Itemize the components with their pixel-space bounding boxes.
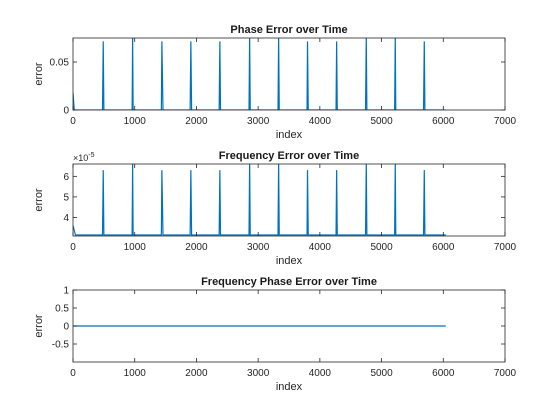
chart-1-group: 0 1000 2000 3000 4000 5000 6000 7000 4 5 6 ×10-5 Fre… [33, 150, 517, 267]
chart-0-xtick-label: 0 [70, 116, 76, 127]
chart-0-title: Phase Error over Time [230, 24, 347, 36]
chart-1-xtick-label: 5000 [370, 242, 393, 253]
chart-0-xtick-label: 5000 [370, 116, 393, 127]
chart-1-plot-area [73, 164, 505, 236]
chart-0-xtick-label: 6000 [432, 116, 455, 127]
chart-2-xtick-label: 0 [70, 368, 76, 379]
chart-0-ylabel: error [33, 62, 45, 86]
chart-1-xtick-label: 0 [70, 242, 76, 253]
chart-1-xtick-label: 4000 [309, 242, 332, 253]
chart-0-xtick-label: 1000 [124, 116, 147, 127]
chart-1-xtick-label: 7000 [494, 242, 517, 253]
chart-0-ytick-label: 0 [63, 106, 69, 117]
chart-2-ytick-label: 1 [63, 286, 69, 297]
chart-1-exponent-label: ×10-5 [73, 152, 95, 163]
chart-1-xtick-label: 6000 [432, 242, 455, 253]
chart-1-xlabel: index [276, 255, 303, 267]
chart-2-ytick-label: -0.5 [52, 340, 70, 351]
chart-1-ytick-label: 5 [63, 192, 69, 203]
chart-0-xtick-label: 7000 [494, 116, 517, 127]
chart-1-title: Frequency Error over Time [219, 150, 359, 162]
chart-2-xtick-label: 6000 [432, 368, 455, 379]
chart-0-plot-area [73, 38, 505, 110]
chart-1-series-0-line [73, 164, 446, 236]
chart-1-exponent-power: -5 [88, 152, 94, 159]
chart-1-ytick-label: 4 [63, 213, 69, 224]
chart-1-xtick-label: 1000 [124, 242, 147, 253]
chart-0-xtick-label: 2000 [185, 116, 208, 127]
chart-1-xtick-label: 3000 [247, 242, 270, 253]
chart-2-group: 0 1000 2000 3000 4000 5000 6000 7000 -0.5 0 0.5 1 Fr… [33, 276, 517, 393]
chart-2-xtick-label: 4000 [309, 368, 332, 379]
chart-1-ylabel: error [33, 188, 45, 212]
chart-0-axes-box [72, 37, 506, 111]
chart-2-xlabel: index [276, 381, 303, 393]
chart-0-xtick-label: 3000 [247, 116, 270, 127]
chart-2-ylabel: error [33, 314, 45, 338]
chart-2-xtick-label: 7000 [494, 368, 517, 379]
chart-0-xtick-label: 4000 [309, 116, 332, 127]
chart-0-ytick-label: 0.05 [50, 58, 70, 69]
chart-1-ytick-label: 6 [63, 172, 69, 183]
chart-2-title: Frequency Phase Error over Time [201, 276, 377, 288]
chart-2-xtick-label: 2000 [185, 368, 208, 379]
chart-2-xtick-label: 5000 [370, 368, 393, 379]
chart-1-xtick-label: 2000 [185, 242, 208, 253]
chart-0-xlabel: index [276, 129, 303, 141]
chart-2-ytick-label: 0 [63, 322, 69, 333]
chart-2-ytick-label: 0.5 [55, 304, 69, 315]
chart-2-xtick-label: 1000 [124, 368, 147, 379]
chart-1-axes-box [72, 163, 506, 237]
chart-2-xtick-label: 3000 [247, 368, 270, 379]
chart-0-group: 0 1000 2000 3000 4000 5000 6000 7000 0 0.05 Phase … [33, 24, 517, 141]
